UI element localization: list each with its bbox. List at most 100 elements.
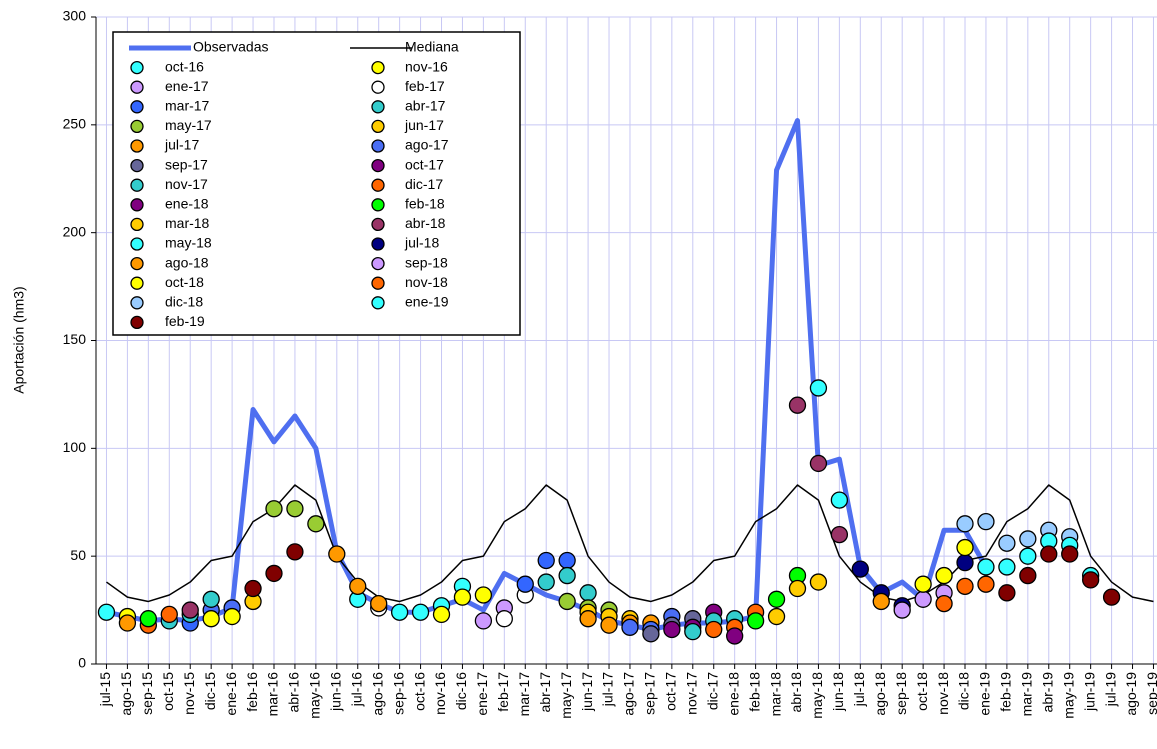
scatter-point xyxy=(872,592,890,611)
legend-label: ene-17 xyxy=(165,78,209,94)
legend-label: oct-16 xyxy=(165,58,204,74)
scatter-point xyxy=(223,607,241,626)
x-tick-label: sep-17 xyxy=(642,672,658,715)
x-tick-label: oct-16 xyxy=(411,672,427,711)
x-tick-label: jun-16 xyxy=(328,672,344,712)
legend-label: ene-19 xyxy=(405,294,449,310)
legend-marker xyxy=(371,237,385,251)
x-tick-label: ago-15 xyxy=(118,672,134,716)
x-tick-label: jul-17 xyxy=(600,672,616,707)
legend-marker xyxy=(371,158,385,173)
legend-label: dic-18 xyxy=(165,294,203,310)
scatter-point xyxy=(1019,566,1037,585)
scatter-point xyxy=(97,603,116,621)
legend-marker xyxy=(130,80,144,94)
scatter-point xyxy=(956,577,974,596)
legend-marker xyxy=(130,60,144,75)
x-tick-label: dic-16 xyxy=(453,672,469,710)
legend-label: nov-18 xyxy=(405,274,448,290)
scatter-point xyxy=(663,620,681,639)
scatter-point xyxy=(495,610,513,628)
scatter-point xyxy=(600,616,618,634)
scatter-point xyxy=(558,566,576,585)
scatter-point xyxy=(1082,571,1100,589)
x-tick-label: ago-18 xyxy=(872,672,888,716)
scatter-point xyxy=(1040,545,1058,563)
scatter-point xyxy=(474,586,493,604)
legend-label: jun-17 xyxy=(404,117,444,133)
legend-marker xyxy=(130,139,144,153)
scatter-point xyxy=(537,551,555,570)
scatter-point xyxy=(370,594,388,613)
x-tick-label: mar-17 xyxy=(516,672,532,717)
x-tick-label: sep-16 xyxy=(390,672,406,715)
legend-label: sep-17 xyxy=(165,156,208,172)
scatter-point xyxy=(956,515,974,533)
x-tick-label: abr-17 xyxy=(537,672,553,713)
legend-box xyxy=(112,31,521,336)
x-tick-label: oct-15 xyxy=(160,672,176,711)
scatter-point xyxy=(349,577,367,596)
x-tick-label: dic-17 xyxy=(704,672,720,710)
scatter-point xyxy=(788,579,807,598)
scatter-point xyxy=(809,573,828,591)
x-tick-label: may-16 xyxy=(307,672,323,719)
legend-marker xyxy=(371,217,385,232)
x-tick-label: jun-18 xyxy=(830,672,846,712)
x-tick-label: oct-17 xyxy=(663,672,679,711)
y-tick-label: 250 xyxy=(63,116,87,132)
scatter-point xyxy=(516,575,534,593)
series-line xyxy=(105,118,989,632)
x-tick-label: mar-18 xyxy=(767,672,783,717)
x-tick-label: may-19 xyxy=(1060,672,1076,719)
legend-label: jul-18 xyxy=(404,235,439,251)
scatter-point xyxy=(998,558,1016,576)
x-tick-label: nov-16 xyxy=(432,672,448,715)
scatter-point xyxy=(977,513,995,531)
legend-label: oct-18 xyxy=(165,274,204,290)
scatter-point xyxy=(1019,530,1037,548)
scatter-point xyxy=(202,610,220,628)
x-tick-label: jul-19 xyxy=(1102,672,1118,707)
scatter-point xyxy=(579,610,597,628)
x-tick-label: ago-17 xyxy=(621,672,637,716)
legend-marker xyxy=(371,276,385,290)
y-tick-label: 300 xyxy=(63,8,87,24)
x-tick-label: abr-18 xyxy=(788,672,804,713)
y-tick-label: 150 xyxy=(63,331,87,347)
scatter-point xyxy=(265,500,283,518)
scatter-point xyxy=(705,620,723,639)
scatter-point xyxy=(684,623,702,641)
legend-marker xyxy=(130,178,144,192)
x-tick-label: ene-19 xyxy=(977,672,993,716)
x-tick-label: nov-15 xyxy=(181,672,197,715)
legend-label: mar-18 xyxy=(165,215,210,231)
x-tick-label: jul-18 xyxy=(851,672,867,707)
legend-marker xyxy=(371,60,385,75)
legend-marker xyxy=(130,198,144,212)
legend-label: abr-17 xyxy=(405,98,446,114)
scatter-point xyxy=(139,610,158,628)
y-tick-label: 200 xyxy=(63,223,87,239)
scatter-point xyxy=(851,560,869,578)
legend-label: feb-18 xyxy=(405,196,445,212)
scatter-point xyxy=(286,500,304,518)
legend-label: ago-18 xyxy=(165,254,209,270)
scatter-point xyxy=(977,575,995,593)
legend-label: feb-17 xyxy=(405,78,445,94)
x-tick-label: oct-18 xyxy=(914,672,930,711)
x-tick-label: abr-19 xyxy=(1039,672,1055,713)
y-tick-label: 50 xyxy=(70,547,86,563)
scatter-point xyxy=(809,379,828,397)
scatter-point xyxy=(767,607,786,626)
x-tick-label: ene-18 xyxy=(725,672,741,716)
legend-label: dic-17 xyxy=(405,176,443,192)
scatter-point xyxy=(726,627,744,645)
legend-marker xyxy=(130,237,144,251)
x-tick-label: ene-16 xyxy=(223,672,239,716)
scatter-point xyxy=(788,396,807,414)
scatter-point xyxy=(621,618,639,636)
legend-marker xyxy=(371,119,385,134)
scatter-point xyxy=(893,601,911,619)
x-tick-label: nov-18 xyxy=(935,672,951,715)
